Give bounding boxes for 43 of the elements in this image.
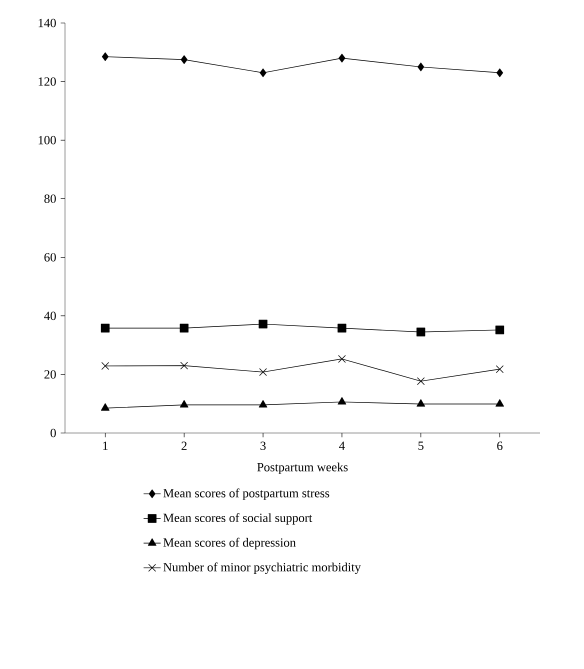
point bbox=[416, 399, 426, 407]
x-axis-title: Postpartum weeks bbox=[257, 462, 348, 474]
point bbox=[258, 400, 268, 408]
point bbox=[100, 324, 110, 333]
point bbox=[495, 326, 504, 334]
y-tick-label: 100 bbox=[38, 136, 56, 144]
point bbox=[338, 355, 346, 363]
point bbox=[259, 368, 267, 376]
y-tick-label: 60 bbox=[44, 253, 56, 262]
legend-label: Mean scores of social support bbox=[163, 513, 312, 525]
legend-label: Mean scores of postpartum stress bbox=[163, 488, 330, 500]
point bbox=[416, 377, 425, 386]
point bbox=[180, 362, 188, 370]
x-tick-label: 2 bbox=[182, 442, 187, 450]
point bbox=[496, 68, 504, 78]
y-tick-label: 120 bbox=[38, 77, 56, 86]
point bbox=[100, 403, 110, 411]
x-tick-label: 3 bbox=[260, 442, 266, 450]
y-tick-label: 20 bbox=[44, 370, 56, 379]
legend-label: Mean scores of depression bbox=[163, 538, 296, 550]
point bbox=[338, 324, 346, 333]
point bbox=[496, 399, 504, 407]
point bbox=[180, 400, 188, 408]
point bbox=[180, 55, 188, 64]
y-tick-label: 80 bbox=[44, 194, 56, 203]
point bbox=[496, 365, 504, 374]
x-tick-label: 1 bbox=[103, 442, 108, 450]
x-tick-label: 6 bbox=[497, 442, 503, 450]
point bbox=[338, 397, 346, 405]
point bbox=[101, 362, 110, 370]
y-tick-label: 40 bbox=[44, 312, 56, 320]
point bbox=[416, 328, 426, 336]
y-tick-label: 0 bbox=[50, 428, 56, 438]
y-tick-label: 140 bbox=[38, 18, 56, 28]
point bbox=[102, 52, 109, 62]
point bbox=[260, 68, 266, 78]
x-tick-label: 5 bbox=[418, 442, 424, 450]
point bbox=[258, 320, 268, 328]
point bbox=[418, 62, 424, 72]
point bbox=[338, 54, 346, 62]
point bbox=[180, 324, 188, 333]
x-tick-label: 4 bbox=[339, 442, 345, 450]
legend-label: Number of minor psychiatric morbidity bbox=[163, 562, 361, 574]
